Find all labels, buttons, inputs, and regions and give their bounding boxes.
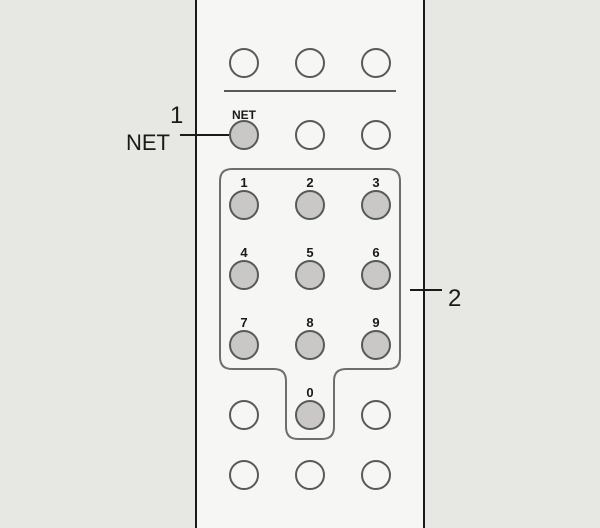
diagram-root: NET12345678901NET2 <box>0 0 600 528</box>
callout-1-number: 1 <box>170 102 183 130</box>
keypad-2-label: 2 <box>280 175 340 190</box>
keypad-9-button[interactable] <box>361 330 391 360</box>
callout-line <box>180 134 229 136</box>
keypad-6-button[interactable] <box>361 260 391 290</box>
net-row-placeholder-1 <box>295 120 325 150</box>
net-button[interactable] <box>229 120 259 150</box>
keypad-0-button[interactable] <box>295 400 325 430</box>
keypad-1-label: 1 <box>214 175 274 190</box>
keypad-8-label: 8 <box>280 315 340 330</box>
keypad-0-label: 0 <box>280 385 340 400</box>
bottom-placeholder-2 <box>361 460 391 490</box>
keypad-5-label: 5 <box>280 245 340 260</box>
top-placeholder-0 <box>229 48 259 78</box>
keypad-5-button[interactable] <box>295 260 325 290</box>
bottom-placeholder-0 <box>229 460 259 490</box>
net-row-placeholder-2 <box>361 120 391 150</box>
keypad-3-label: 3 <box>346 175 406 190</box>
net-button-label: NET <box>214 108 274 122</box>
top-separator <box>224 90 396 92</box>
keypad-1-button[interactable] <box>229 190 259 220</box>
zero-row-placeholder-left <box>229 400 259 430</box>
callout-2-number: 2 <box>448 285 461 313</box>
keypad-4-label: 4 <box>214 245 274 260</box>
keypad-4-button[interactable] <box>229 260 259 290</box>
bottom-placeholder-1 <box>295 460 325 490</box>
top-placeholder-2 <box>361 48 391 78</box>
keypad-2-button[interactable] <box>295 190 325 220</box>
keypad-9-label: 9 <box>346 315 406 330</box>
keypad-7-button[interactable] <box>229 330 259 360</box>
keypad-7-label: 7 <box>214 315 274 330</box>
zero-row-placeholder-right <box>361 400 391 430</box>
keypad-3-button[interactable] <box>361 190 391 220</box>
callout-line <box>410 289 442 291</box>
keypad-6-label: 6 <box>346 245 406 260</box>
callout-1-text: NET <box>126 130 170 156</box>
keypad-8-button[interactable] <box>295 330 325 360</box>
top-placeholder-1 <box>295 48 325 78</box>
